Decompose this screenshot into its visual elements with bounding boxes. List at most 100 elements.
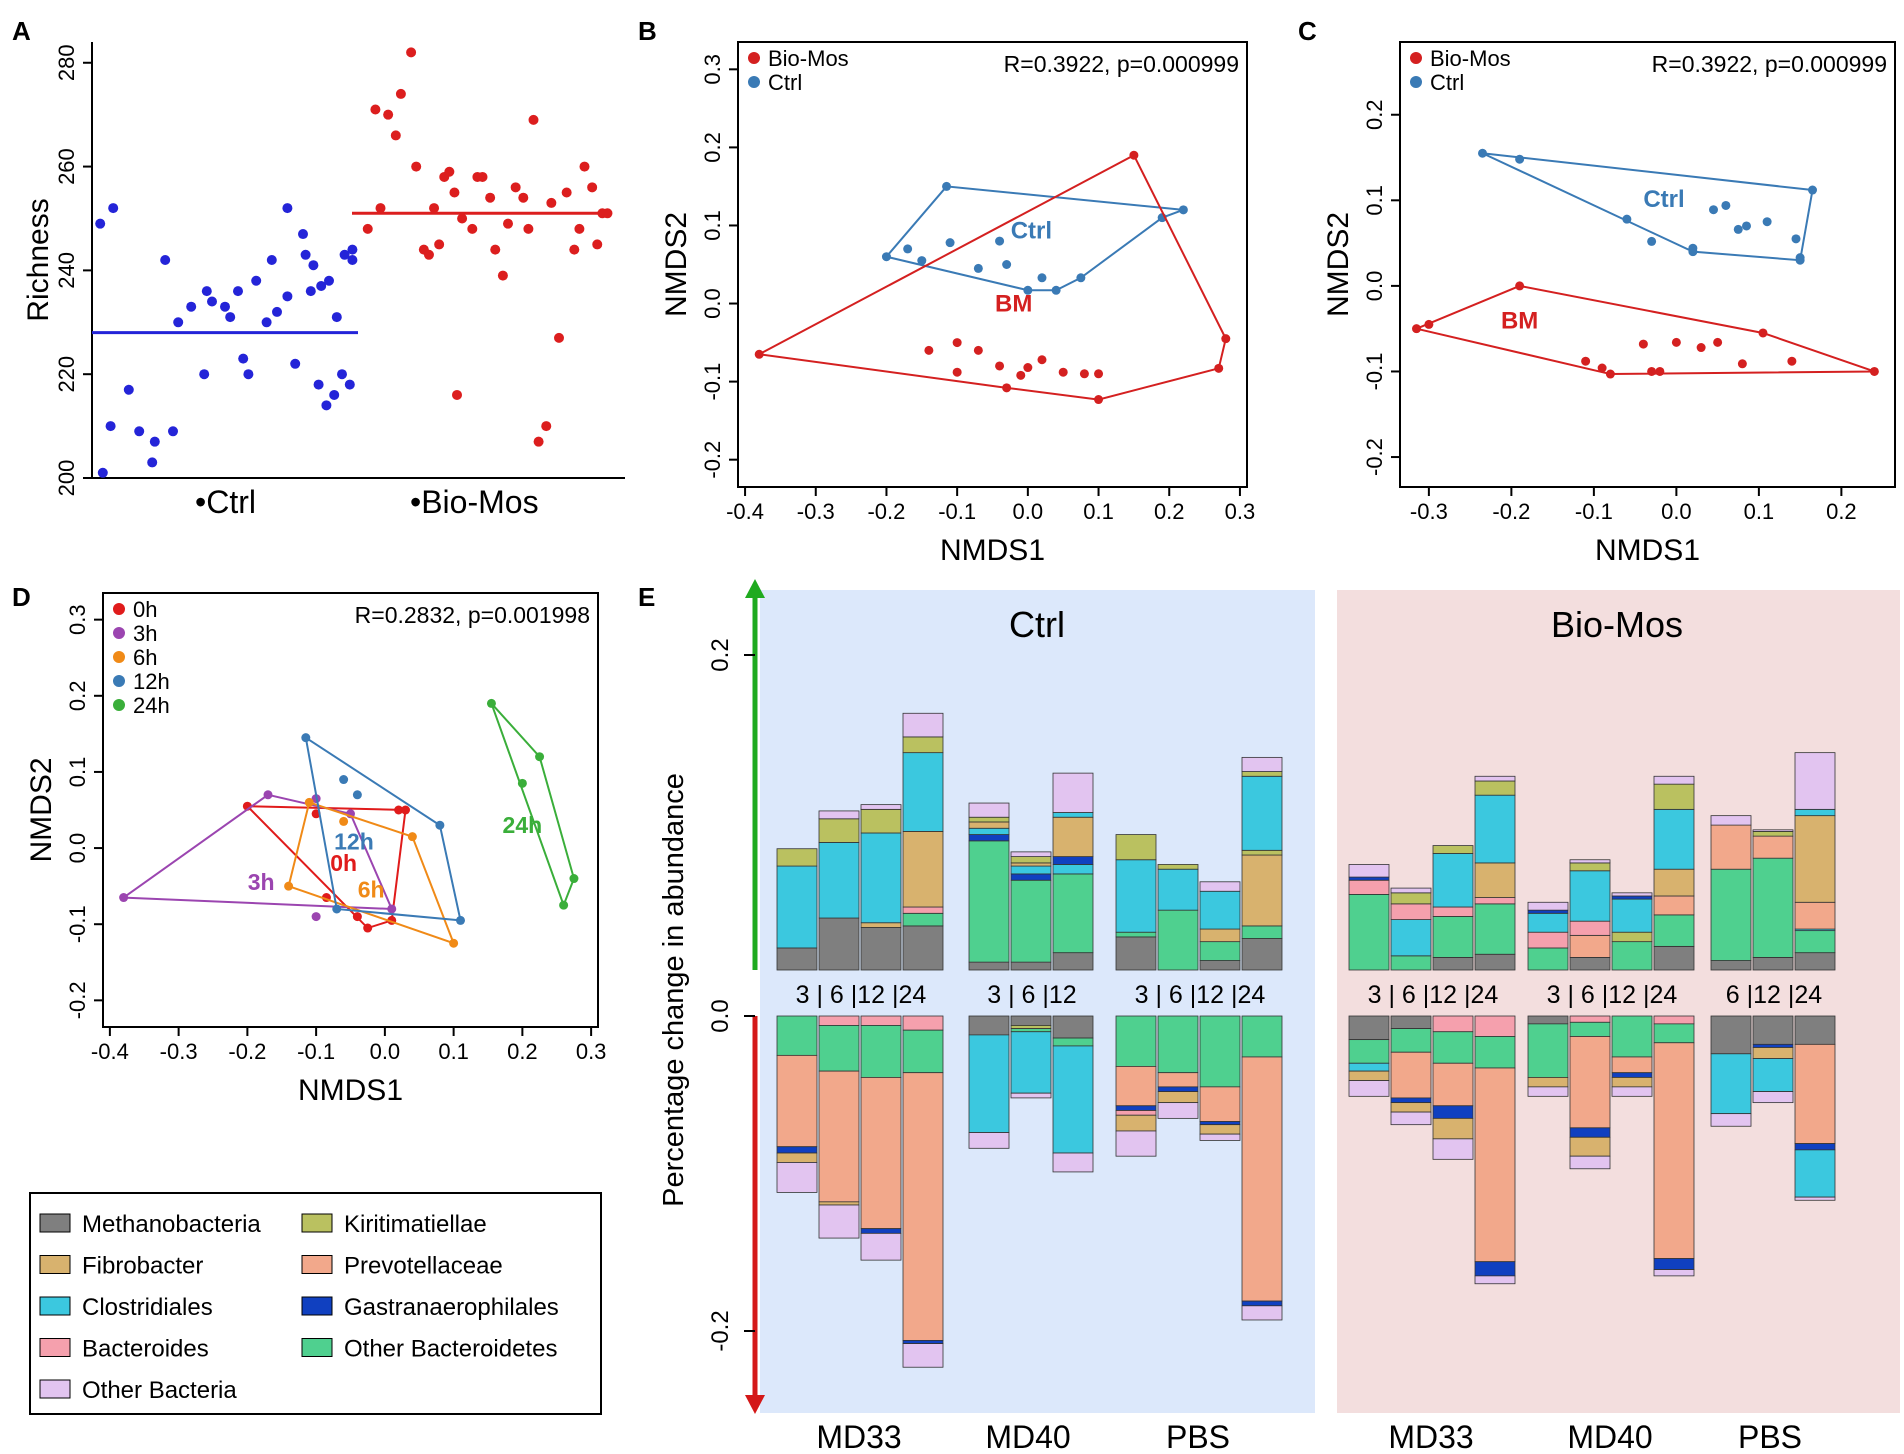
e-bar-segment-up [902, 712, 944, 738]
e-bar-segment-up [1527, 947, 1569, 971]
e-bar-segment-up [1569, 859, 1611, 864]
e-bar-segment-down [1569, 1021, 1611, 1037]
a-point-bio-mos [561, 187, 572, 198]
e-bar-segment-up [968, 821, 1010, 829]
a-point-ctrl [108, 203, 119, 214]
e-bar-segment-down [1794, 1196, 1836, 1201]
e-bar-segment-down [1474, 1015, 1516, 1037]
a-point-ctrl [313, 379, 324, 390]
d-point-3h [311, 912, 321, 922]
e-bar-segment-down [1474, 1067, 1516, 1263]
d-hull-24h [490, 702, 575, 909]
e-bar-segment-up [1241, 775, 1283, 851]
b-point-bio-mos [924, 345, 934, 355]
e-bar-segment-up [1199, 890, 1241, 930]
b-ytick-label: 0.3 [700, 54, 725, 85]
e-bar-segment-down [1157, 1072, 1199, 1088]
b-point-bio-mos [1002, 383, 1012, 393]
e-bar-segment-up [1157, 864, 1199, 870]
c-xtick-label: -0.1 [1575, 499, 1613, 524]
a-point-ctrl [251, 275, 262, 286]
e-bar-segment-down [1710, 1113, 1752, 1127]
legend-label: Fibrobacter [82, 1253, 203, 1280]
e-bar-segment-up [1390, 955, 1432, 971]
e-bar-segment-down [1199, 1121, 1241, 1126]
e-bar-segment-down [1052, 1045, 1094, 1154]
c-point-bio-mos [1737, 359, 1747, 369]
e-bar-segment-up [818, 818, 860, 843]
b-point-ctrl [1037, 273, 1047, 283]
b-point-bio-mos [1214, 363, 1224, 373]
a-point-ctrl [290, 358, 301, 369]
legend-swatch [39, 1379, 71, 1399]
d-point-6h [449, 938, 459, 948]
e-bar-segment-down [1241, 1300, 1283, 1307]
panel-letter-c: C [1298, 16, 1317, 46]
e-bar-segment-down [818, 1204, 860, 1239]
e-bar-segment-up [1390, 919, 1432, 957]
d-point-12h [339, 775, 349, 785]
d-xtick-label: 0.2 [507, 1039, 538, 1064]
d-point-24h [535, 752, 545, 762]
e-time-labels: 3 | 6 |12 |24 [1547, 981, 1678, 1009]
e-bar-segment-up [1241, 849, 1283, 856]
e-bar-segment-down [1527, 1086, 1569, 1097]
panel-letter-d: D [12, 582, 31, 612]
e-bar-segment-down [1527, 1015, 1569, 1025]
c-point-bio-mos [1869, 366, 1879, 376]
a-point-bio-mos [429, 203, 440, 214]
e-bar-segment-up [1432, 957, 1474, 971]
e-bar-segment-down [1157, 1102, 1199, 1119]
b-point-ctrl [881, 252, 891, 262]
e-bar-segment-up [1611, 898, 1653, 933]
e-bar-segment-up [1115, 859, 1157, 933]
b-point-bio-mos [1221, 334, 1231, 344]
b-point-ctrl [1002, 260, 1012, 269]
e-bar-segment-down [1752, 1047, 1794, 1059]
e-bar-segment-up [1241, 756, 1283, 772]
b-point-bio-mos [1058, 367, 1068, 377]
b-legend-label: Bio-Mos [768, 46, 849, 71]
e-bar-segment-down [968, 1132, 1010, 1149]
legend-label: Prevotellaceae [344, 1253, 503, 1280]
e-bar-segment-down [1390, 1097, 1432, 1104]
d-legend-marker [113, 675, 125, 687]
e-bar-segment-up [1474, 953, 1516, 971]
b-point-ctrl [917, 256, 927, 266]
e-panel-title-1: Bio-Mos [1551, 604, 1683, 645]
b-plot-frame [737, 41, 1248, 488]
b-ytick-label: -0.1 [700, 363, 725, 401]
e-bar-segment-up [1527, 912, 1569, 933]
d-point-24h [517, 778, 527, 788]
a-point-ctrl [329, 389, 340, 400]
a-point-ctrl [324, 275, 334, 286]
b-legend-label: Ctrl [768, 70, 802, 95]
a-point-bio-mos [406, 47, 417, 58]
d-legend-label: 24h [133, 693, 170, 718]
d-ytick-label: 0.3 [65, 604, 90, 635]
a-point-bio-mos [449, 187, 460, 198]
e-bar-segment-down [1010, 1092, 1052, 1099]
e-bar-segment-up [1569, 920, 1611, 936]
e-bar-segment-up [1474, 903, 1516, 955]
e-bar-segment-up [1390, 892, 1432, 905]
e-bar-segment-down [818, 1201, 860, 1206]
e-bar-segment-down [1710, 1015, 1752, 1055]
e-bar-segment-down [1611, 1072, 1653, 1078]
legend-swatch [39, 1296, 71, 1316]
d-xtick-label: 0.0 [370, 1039, 401, 1064]
e-bar-segment-down [1390, 1111, 1432, 1126]
e-bar-segment-up [1653, 895, 1695, 916]
e-bar-segment-down [1710, 1053, 1752, 1115]
e-up-arrow-head [745, 579, 765, 598]
e-bar-segment-down [1653, 1269, 1695, 1277]
c-point-bio-mos [1424, 319, 1434, 329]
a-ytick-label: 280 [54, 44, 79, 81]
e-bar-segment-down [1390, 1015, 1432, 1029]
e-down-arrow-head [745, 1395, 765, 1414]
d-point-24h [569, 874, 579, 884]
c-point-bio-mos [1787, 356, 1797, 366]
e-bar-segment-down [860, 1077, 902, 1230]
c-point-bio-mos [1696, 343, 1706, 353]
c-point-ctrl [1647, 236, 1657, 246]
